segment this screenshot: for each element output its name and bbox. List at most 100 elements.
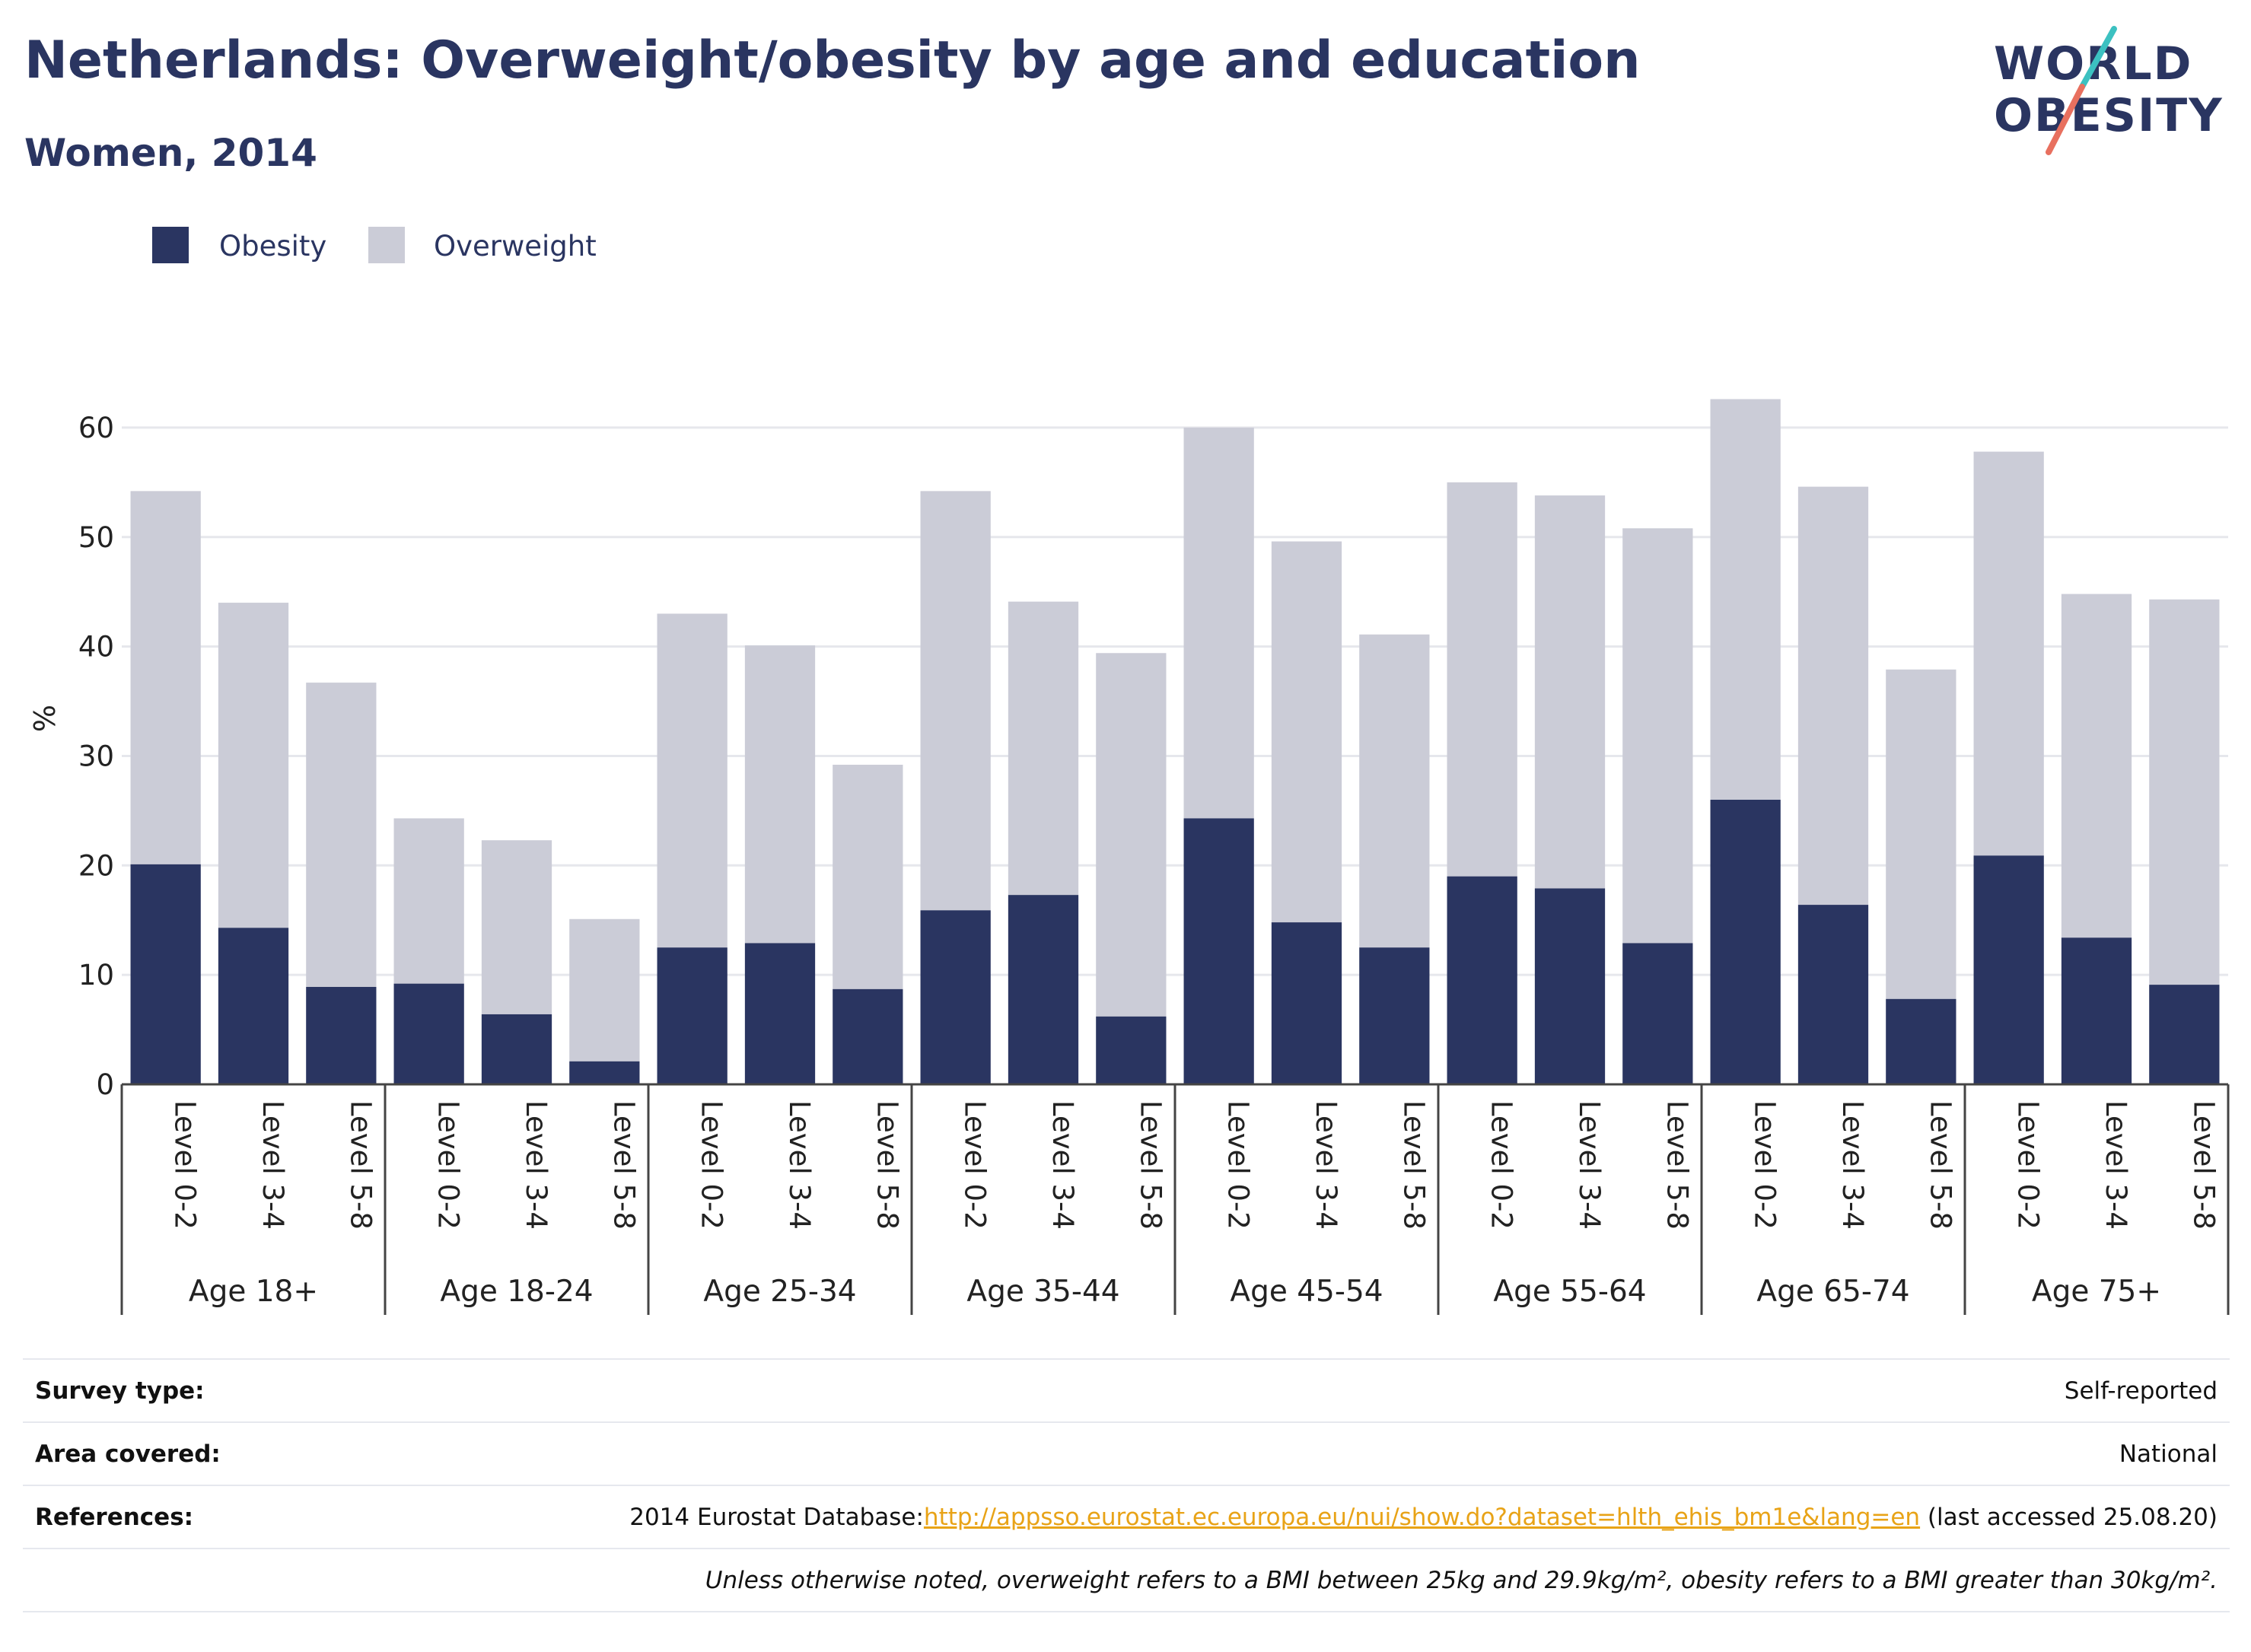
y-axis: 0 10 20 30 40 50 60 bbox=[78, 412, 114, 1101]
x-tick-label: Level 0-2 bbox=[2012, 1100, 2045, 1230]
bar-obesity bbox=[1271, 922, 1342, 1084]
reference-suffix: (last accessed 25.08.20) bbox=[1920, 1503, 2218, 1531]
legend-label-obesity: Obesity bbox=[219, 230, 326, 263]
bar-overweight bbox=[1886, 669, 1956, 999]
bar-obesity bbox=[1096, 1016, 1167, 1084]
references-label: References: bbox=[35, 1503, 194, 1531]
footer-row-note: Unless otherwise noted, overweight refer… bbox=[23, 1548, 2230, 1612]
bar-obesity bbox=[657, 947, 728, 1084]
x-tick-label: Level 0-2 bbox=[1222, 1100, 1255, 1230]
legend-label-overweight: Overweight bbox=[434, 230, 597, 263]
x-tick-label: Level 5-8 bbox=[1660, 1100, 1693, 1230]
bar-overweight bbox=[1447, 482, 1517, 877]
bar-overweight bbox=[920, 491, 991, 911]
x-tick-label: Level 5-8 bbox=[344, 1100, 377, 1230]
bar-obesity bbox=[130, 864, 201, 1084]
bar-overweight bbox=[218, 603, 289, 928]
chart-subtitle: Women, 2014 bbox=[24, 131, 317, 175]
x-group-label: Age 18-24 bbox=[440, 1275, 593, 1309]
bar-obesity bbox=[1710, 800, 1781, 1084]
bar-obesity bbox=[920, 910, 991, 1084]
bar-overweight bbox=[569, 918, 640, 1062]
chart-footer: Survey type: Self-reported Area covered:… bbox=[23, 1358, 2230, 1612]
survey-type-label: Survey type: bbox=[35, 1377, 205, 1405]
bars bbox=[130, 399, 2220, 1084]
reference-link[interactable]: http://appsso.eurostat.ec.europa.eu/nui/… bbox=[923, 1503, 1921, 1531]
bar-overweight bbox=[393, 818, 464, 984]
bar-overweight bbox=[481, 840, 552, 1014]
x-tick-label: Level 3-4 bbox=[256, 1100, 289, 1230]
bar-obesity bbox=[481, 1014, 552, 1084]
area-covered-label: Area covered: bbox=[35, 1440, 221, 1468]
bar-overweight bbox=[1008, 601, 1079, 896]
logo-slash-icon bbox=[2046, 26, 2117, 155]
logo-line-2: OBESITY bbox=[1994, 89, 2224, 142]
x-tick-label: Level 3-4 bbox=[1046, 1100, 1079, 1230]
x-tick-label: Level 5-8 bbox=[2187, 1100, 2220, 1230]
logo-slash-teal bbox=[2079, 26, 2117, 90]
y-tick-label: 50 bbox=[78, 521, 114, 554]
y-tick-label: 10 bbox=[78, 959, 114, 992]
bar-obesity bbox=[1797, 905, 1869, 1084]
bar-obesity bbox=[306, 986, 377, 1084]
bar-obesity bbox=[2149, 985, 2220, 1084]
bar-obesity bbox=[1973, 855, 2044, 1084]
bar-overweight bbox=[1622, 528, 1693, 944]
x-tick-label: Level 5-8 bbox=[1134, 1100, 1167, 1230]
bar-overweight bbox=[833, 764, 903, 989]
bar-obesity bbox=[1622, 943, 1693, 1084]
footer-row-area: Area covered: National bbox=[23, 1421, 2230, 1485]
bar-overweight bbox=[1183, 427, 1254, 819]
y-tick-label: 40 bbox=[78, 631, 114, 664]
bar-overweight bbox=[306, 683, 377, 987]
bar-obesity bbox=[1183, 818, 1254, 1084]
world-obesity-logo: WORLD OBESITY bbox=[1979, 23, 2237, 160]
chart-title: Netherlands: Overweight/obesity by age a… bbox=[24, 30, 1641, 91]
x-tick-label: Level 3-4 bbox=[1310, 1100, 1342, 1230]
bar-overweight bbox=[657, 613, 728, 948]
bar-overweight bbox=[1096, 653, 1167, 1017]
bar-obesity bbox=[1886, 998, 1956, 1084]
bar-obesity bbox=[393, 983, 464, 1084]
reference-prefix: 2014 Eurostat Database: bbox=[629, 1503, 924, 1531]
x-tick-label: Level 3-4 bbox=[1836, 1100, 1869, 1230]
x-tick-label: Level 3-4 bbox=[1573, 1100, 1606, 1230]
x-tick-label: Level 5-8 bbox=[1397, 1100, 1430, 1230]
area-covered-value: National bbox=[2119, 1440, 2218, 1468]
x-group-label: Age 75+ bbox=[2032, 1275, 2161, 1309]
x-group-label: Age 25-34 bbox=[703, 1275, 856, 1309]
bar-overweight bbox=[1710, 399, 1781, 800]
bar-obesity bbox=[833, 988, 903, 1084]
bar-overweight bbox=[130, 491, 201, 864]
chart-legend: Obesity Overweight bbox=[152, 227, 597, 263]
y-axis-label: % bbox=[28, 705, 62, 732]
legend-swatch-overweight bbox=[368, 227, 405, 263]
bar-overweight bbox=[1271, 541, 1342, 923]
x-tick-label: Level 0-2 bbox=[432, 1100, 465, 1230]
legend-swatch-obesity bbox=[152, 227, 189, 263]
bar-overweight bbox=[1973, 451, 2044, 856]
x-tick-label: Level 3-4 bbox=[2100, 1100, 2132, 1230]
stacked-bar-chart: Obesity Overweight 0 10 20 30 40 50 60 % Level… bbox=[28, 227, 2230, 1315]
bar-obesity bbox=[2061, 937, 2132, 1084]
y-gridlines bbox=[122, 426, 2228, 976]
references-value: 2014 Eurostat Database:http://appsso.eur… bbox=[629, 1504, 2218, 1531]
y-tick-label: 30 bbox=[78, 740, 114, 772]
y-tick-label: 0 bbox=[96, 1068, 114, 1101]
x-tick-label: Level 0-2 bbox=[1485, 1100, 1518, 1230]
bar-overweight bbox=[1359, 634, 1430, 948]
bar-obesity bbox=[1008, 895, 1079, 1084]
logo-slash-coral bbox=[2046, 84, 2085, 155]
bar-overweight bbox=[1534, 495, 1606, 889]
x-tick-label: Level 3-4 bbox=[520, 1100, 552, 1230]
footer-row-references: References: 2014 Eurostat Database:http:… bbox=[23, 1485, 2230, 1548]
x-tick-label: Level 0-2 bbox=[959, 1100, 992, 1230]
survey-type-value: Self-reported bbox=[2064, 1377, 2218, 1405]
bmi-definition-note: Unless otherwise noted, overweight refer… bbox=[705, 1566, 2218, 1594]
bar-obesity bbox=[1534, 888, 1606, 1084]
x-group-label: Age 65-74 bbox=[1756, 1275, 1909, 1309]
x-group-label: Age 35-44 bbox=[966, 1275, 1119, 1309]
bar-obesity bbox=[569, 1061, 640, 1084]
x-tick-label: Level 3-4 bbox=[783, 1100, 816, 1230]
x-tick-label: Level 5-8 bbox=[871, 1100, 903, 1230]
